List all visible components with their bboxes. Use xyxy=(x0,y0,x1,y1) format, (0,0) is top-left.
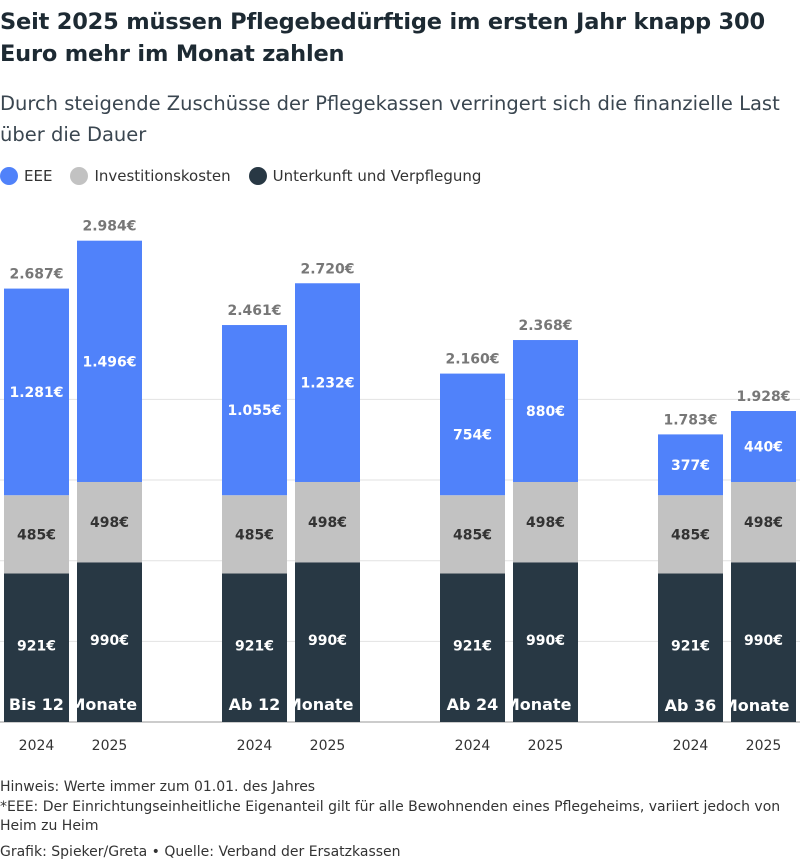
bar-eee-g3-2025 xyxy=(513,340,578,482)
label-total-g1-2025: 2.984€ xyxy=(82,219,136,235)
label-unterkunft-g3-2025: 990€ xyxy=(526,633,565,649)
legend-label-unterkunft: Unterkunft und Verpflegung xyxy=(272,167,482,185)
group-label-1: Bis 12 Monate xyxy=(9,695,137,714)
tick-year-g3-2025: 2025 xyxy=(528,738,564,754)
label-eee-g3-2025: 880€ xyxy=(526,404,565,420)
bar-unterkunft-g4-2024 xyxy=(658,573,723,722)
label-unterkunft-g1-2025: 990€ xyxy=(90,633,129,649)
tick-year-g1-2025: 2025 xyxy=(92,738,128,754)
bar-eee-g2-2025 xyxy=(295,283,360,482)
bar-unterkunft-g2-2024 xyxy=(222,573,287,722)
tick-year-g4-2025: 2025 xyxy=(746,738,782,754)
tick-year-g1-2024: 2024 xyxy=(19,738,55,754)
label-invest-g3-2025: 498€ xyxy=(526,515,565,531)
bar-eee-g3-2024 xyxy=(440,373,505,496)
group-label-2: Ab 12 Monate xyxy=(229,695,354,714)
label-unterkunft-g4-2024: 921€ xyxy=(671,639,710,655)
bar-unterkunft-g3-2024 xyxy=(440,573,505,722)
bar-invest-g1-2025 xyxy=(77,481,142,563)
label-eee-g2-2024: 1.055€ xyxy=(227,403,281,419)
label-unterkunft-g3-2024: 921€ xyxy=(453,639,492,655)
bar-invest-g1-2024 xyxy=(4,495,69,574)
bar-eee-g2-2024 xyxy=(222,325,287,496)
legend-swatch-eee xyxy=(0,167,18,185)
bar-unterkunft-g3-2025 xyxy=(513,562,578,722)
label-unterkunft-g1-2024: 921€ xyxy=(17,639,56,655)
legend-swatch-unterkunft xyxy=(248,167,267,185)
legend-label-investitionskosten: Investitionskosten xyxy=(94,167,231,185)
footer-eee-note: *EEE: Der Einrichtungseinheitliche Eigen… xyxy=(0,799,781,834)
tick-year-g2-2024: 2024 xyxy=(237,738,273,754)
tick-year-g3-2024: 2024 xyxy=(455,738,491,754)
label-eee-g3-2024: 754€ xyxy=(453,427,492,443)
label-total-g4-2025: 1.928€ xyxy=(736,389,790,405)
label-invest-g4-2024: 485€ xyxy=(671,527,710,543)
stacked-bar-chart: 921€ 485€ 1.281€ 2.687€ 2024 990€ 498€ 1.496€ 2.… xyxy=(0,219,800,754)
legend-item-unterkunft: Unterkunft und Verpflegung xyxy=(248,167,482,185)
bar-unterkunft-g1-2024 xyxy=(4,573,69,722)
label-total-g2-2025: 2.720€ xyxy=(300,261,354,277)
bar-invest-g4-2025 xyxy=(731,481,796,563)
group-label-3: Ab 24 Monate xyxy=(447,695,572,714)
label-total-g1-2024: 2.687€ xyxy=(9,267,63,283)
bar-invest-g3-2024 xyxy=(440,495,505,574)
label-eee-g4-2025: 440€ xyxy=(744,439,783,455)
footer-hinweis: Hinweis: Werte immer zum 01.01. des Jahr… xyxy=(0,779,316,795)
label-invest-g2-2025: 498€ xyxy=(308,515,347,531)
bar-eee-g1-2024 xyxy=(4,288,69,496)
legend: EEE Investitionskosten Unterkunft und Ve… xyxy=(0,164,499,188)
legend-item-investitionskosten: Investitionskosten xyxy=(70,167,231,185)
chart-subtitle: Durch steigende Zuschüsse der Pflegekass… xyxy=(0,92,780,146)
label-invest-g3-2024: 485€ xyxy=(453,527,492,543)
label-eee-g1-2024: 1.281€ xyxy=(9,385,63,401)
bar-eee-g1-2025 xyxy=(77,240,142,482)
bar-unterkunft-g4-2025 xyxy=(731,562,796,722)
label-invest-g4-2025: 498€ xyxy=(744,515,783,531)
legend-swatch-investitionskosten xyxy=(70,167,89,185)
bar-eee-g4-2025 xyxy=(731,411,796,482)
legend-label-eee: EEE xyxy=(24,167,53,185)
footer-credit: Grafik: Spieker/Greta • Quelle: Verband … xyxy=(0,844,401,860)
label-total-g3-2025: 2.368€ xyxy=(518,318,572,334)
label-total-g2-2024: 2.461€ xyxy=(227,303,281,319)
label-invest-g2-2024: 485€ xyxy=(235,527,274,543)
label-total-g3-2024: 2.160€ xyxy=(445,352,499,368)
legend-item-eee: EEE xyxy=(0,167,52,185)
label-unterkunft-g4-2025: 990€ xyxy=(744,633,783,649)
label-unterkunft-g2-2025: 990€ xyxy=(308,633,347,649)
bar-eee-g4-2024 xyxy=(658,434,723,496)
label-invest-g1-2024: 485€ xyxy=(17,527,56,543)
bar-invest-g2-2025 xyxy=(295,481,360,563)
group-label-4: Ab 36 Monate xyxy=(665,696,790,715)
bar-unterkunft-g2-2025 xyxy=(295,562,360,722)
bar-invest-g3-2025 xyxy=(513,481,578,563)
label-total-g4-2024: 1.783€ xyxy=(663,412,717,428)
label-eee-g4-2024: 377€ xyxy=(671,458,710,474)
label-unterkunft-g2-2024: 921€ xyxy=(235,639,274,655)
label-invest-g1-2025: 498€ xyxy=(90,515,129,531)
label-eee-g2-2025: 1.232€ xyxy=(300,376,354,392)
label-eee-g1-2025: 1.496€ xyxy=(82,354,136,370)
bar-invest-g4-2024 xyxy=(658,495,723,574)
bar-unterkunft-g1-2025 xyxy=(77,562,142,722)
tick-year-g2-2025: 2025 xyxy=(310,738,346,754)
bar-invest-g2-2024 xyxy=(222,495,287,574)
tick-year-g4-2024: 2024 xyxy=(673,738,709,754)
chart-title: Seit 2025 müssen Pflegebedürftige im ers… xyxy=(0,9,765,67)
